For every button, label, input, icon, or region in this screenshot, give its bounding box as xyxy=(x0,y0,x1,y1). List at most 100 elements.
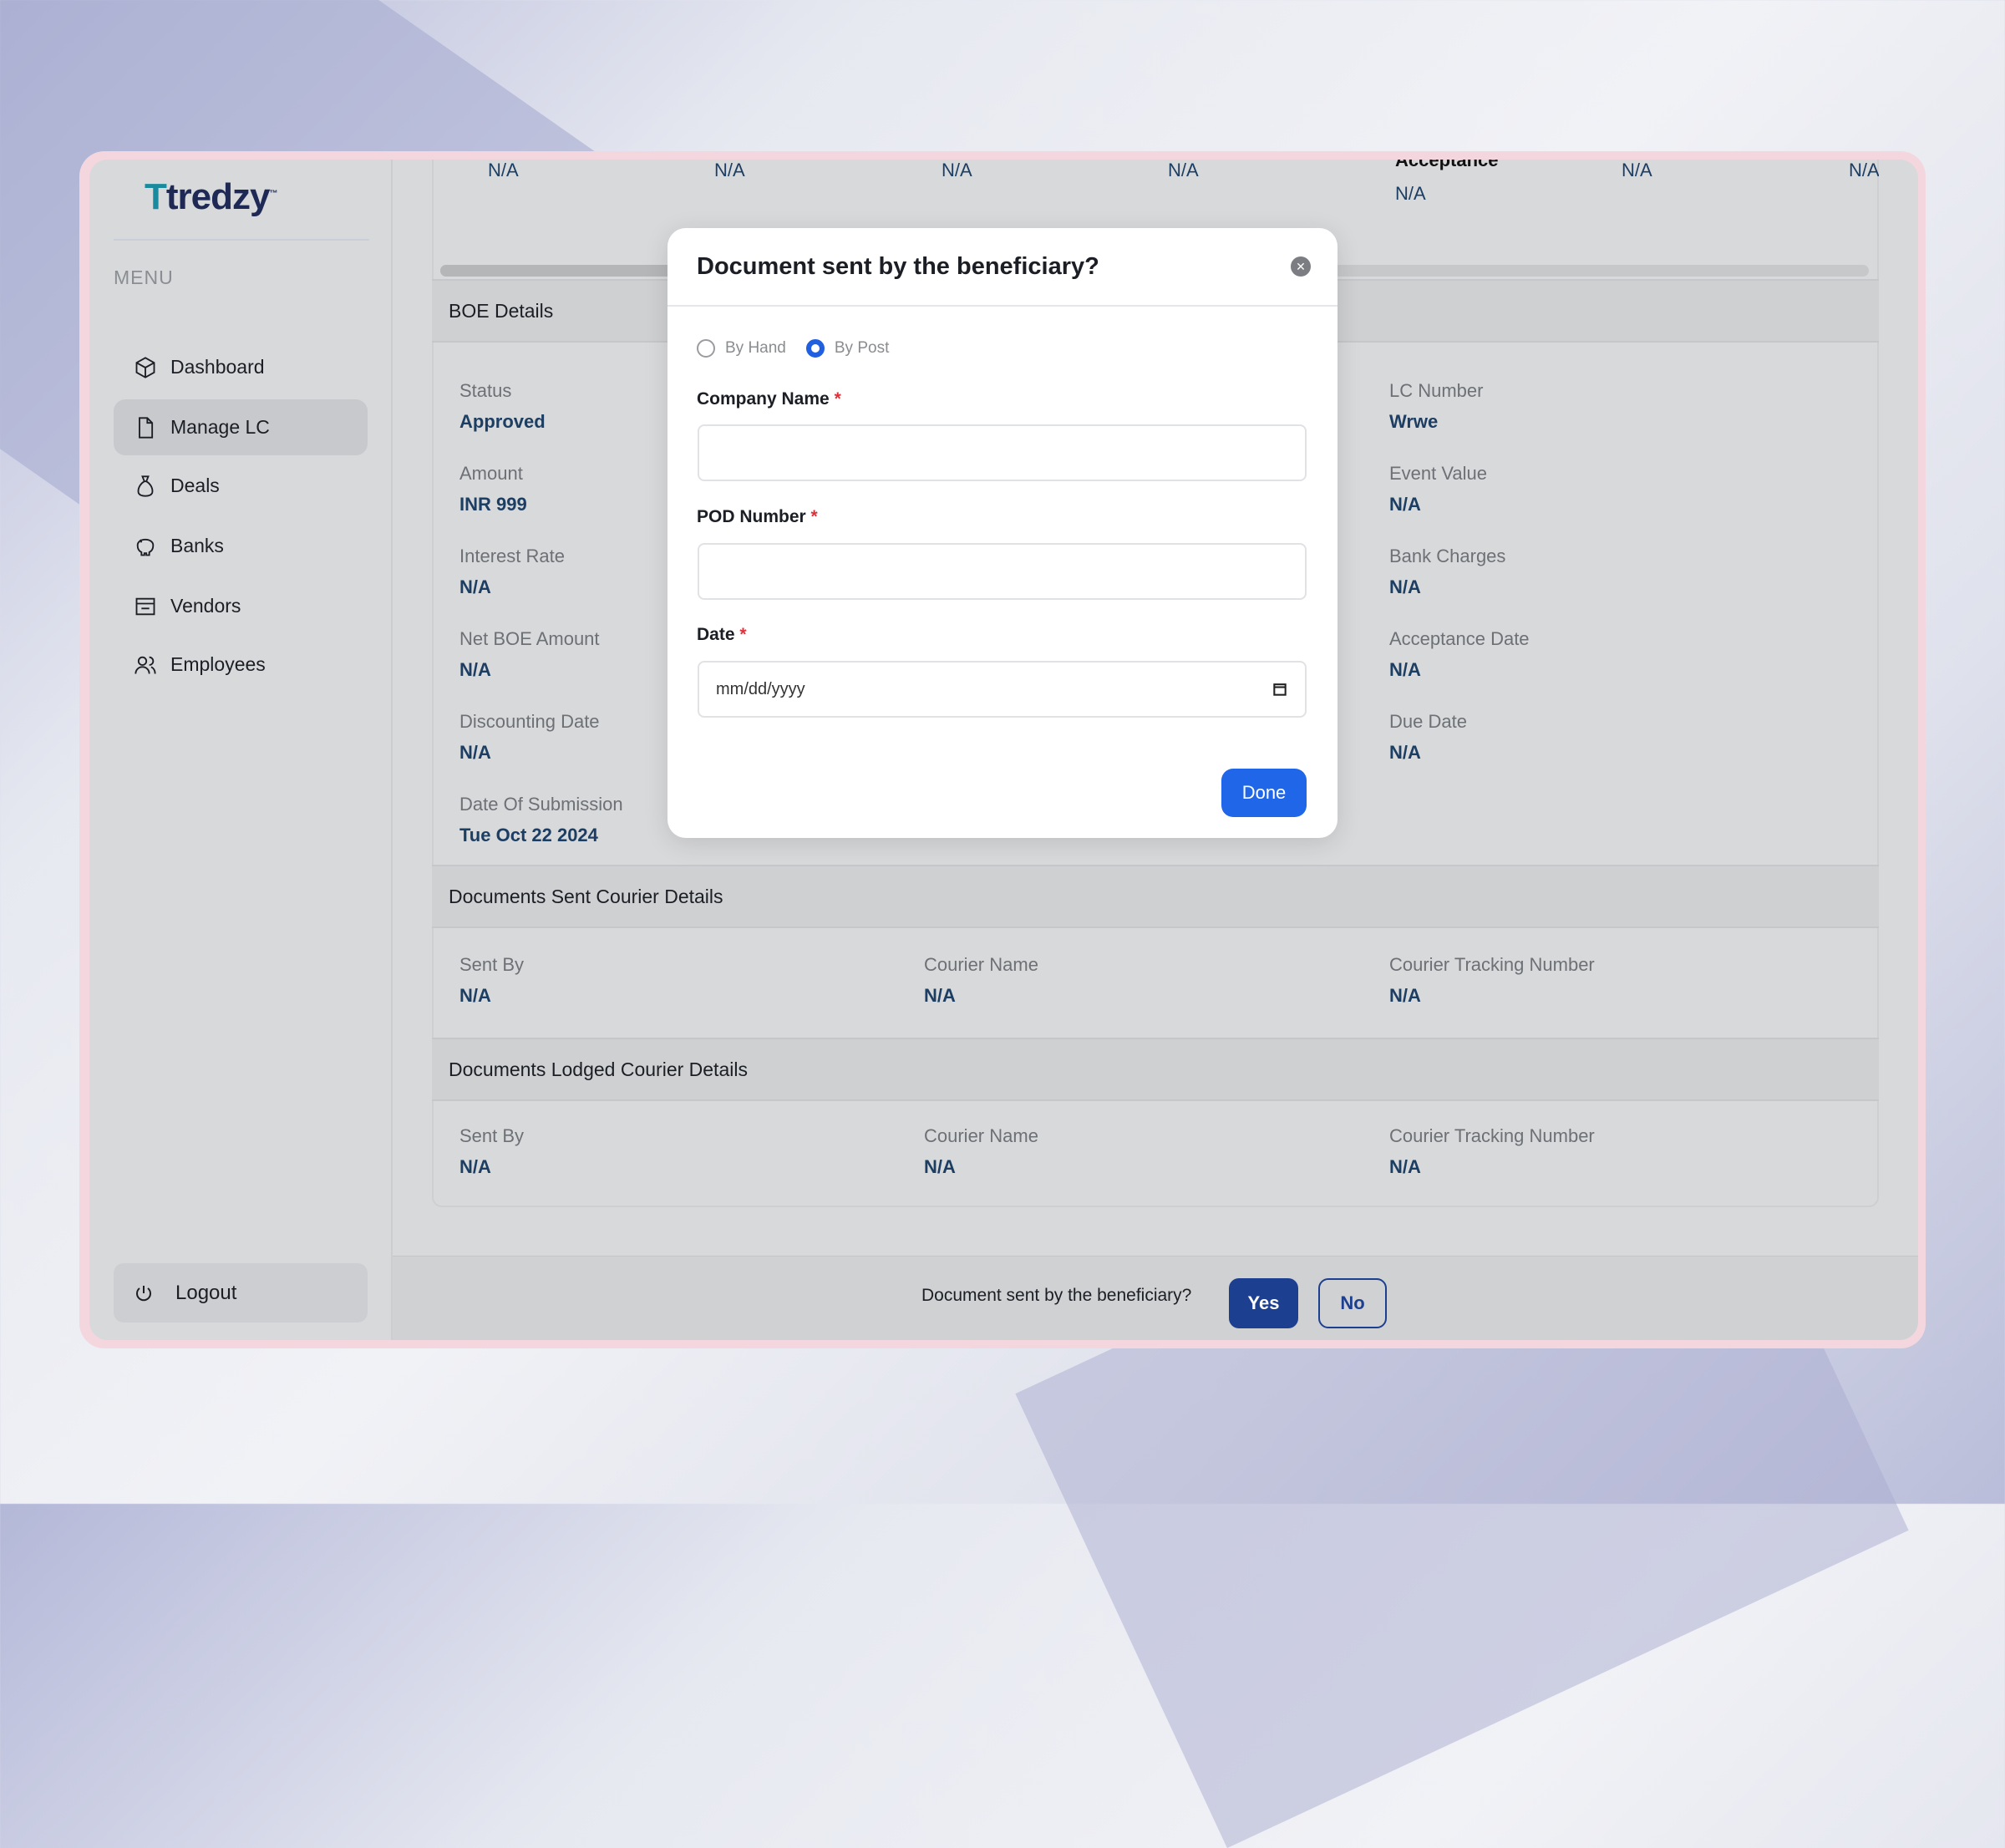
modal-header: Document sent by the beneficiary? ✕ xyxy=(667,228,1338,307)
modal-title: Document sent by the beneficiary? xyxy=(697,253,1099,280)
field-label: Due Date xyxy=(1389,711,1467,732)
field-value: N/A xyxy=(1389,742,1421,763)
sidebar-item-label: Vendors xyxy=(170,595,241,617)
radio-label: By Post xyxy=(834,339,890,357)
logo-text: tredzy xyxy=(165,176,271,217)
label-text: Date xyxy=(697,625,735,644)
top-value: N/A xyxy=(488,160,519,180)
sidebar: Ttredzy™ MENU Dashboard Manage LC Deals … xyxy=(89,160,393,1340)
footer-question: Document sent by the beneficiary? xyxy=(921,1286,1192,1305)
top-value: N/A xyxy=(942,160,972,180)
logout-label: Logout xyxy=(175,1281,237,1304)
calendar-icon[interactable] xyxy=(1272,681,1288,698)
yes-button[interactable]: Yes xyxy=(1229,1278,1298,1328)
radio-by-hand[interactable] xyxy=(697,339,715,358)
field-label: Status xyxy=(459,380,512,401)
sidebar-item-vendors[interactable]: Vendors xyxy=(114,578,368,634)
field-label: Courier Name xyxy=(924,1125,1038,1146)
field-value: N/A xyxy=(1389,985,1421,1006)
field-value: N/A xyxy=(459,985,491,1006)
piggy-bank-icon xyxy=(136,538,155,556)
top-value: N/A xyxy=(714,160,745,180)
field-value: N/A xyxy=(459,1156,491,1177)
field-value: N/A xyxy=(1389,576,1421,597)
acceptance-value: N/A xyxy=(1395,183,1426,204)
field-value: Wrwe xyxy=(1389,411,1439,432)
sidebar-item-deals[interactable]: Deals xyxy=(114,458,368,514)
field-value: Approved xyxy=(459,411,546,432)
done-button[interactable]: Done xyxy=(1221,769,1307,817)
label-text: POD Number xyxy=(697,507,806,526)
date-label: Date * xyxy=(697,625,747,645)
field-label: Net BOE Amount xyxy=(459,628,600,649)
power-icon xyxy=(136,1285,151,1301)
sidebar-item-manage-lc[interactable]: Manage LC xyxy=(114,399,368,455)
field-value: N/A xyxy=(459,742,491,763)
sidebar-item-label: Deals xyxy=(170,475,220,496)
trademark: ™ xyxy=(269,189,277,199)
date-placeholder: mm/dd/yyyy xyxy=(716,679,805,698)
field-label: LC Number xyxy=(1389,380,1484,401)
radio-label: By Hand xyxy=(725,339,786,357)
field-label: Amount xyxy=(459,463,523,484)
field-value: N/A xyxy=(459,659,491,680)
field-label: Bank Charges xyxy=(1389,546,1506,566)
field-value: N/A xyxy=(1389,659,1421,680)
sidebar-item-employees[interactable]: Employees xyxy=(114,637,368,693)
top-value: N/A xyxy=(1622,160,1652,180)
money-bag-icon xyxy=(137,475,154,497)
field-value: Tue Oct 22 2024 xyxy=(459,825,598,845)
sidebar-item-label: Dashboard xyxy=(170,356,265,378)
divider xyxy=(114,239,369,241)
store-icon xyxy=(135,597,155,615)
sent-courier-header: Documents Sent Courier Details xyxy=(432,865,1879,928)
field-label: Sent By xyxy=(459,954,525,975)
date-input[interactable]: mm/dd/yyyy xyxy=(698,661,1307,718)
required-marker: * xyxy=(739,625,747,644)
pod-number-input[interactable] xyxy=(698,543,1307,600)
field-value: N/A xyxy=(1389,1156,1421,1177)
tredzy-logo[interactable]: Ttredzy™ xyxy=(145,176,277,217)
document-icon xyxy=(139,416,154,439)
field-value: N/A xyxy=(1389,494,1421,515)
field-label: Courier Name xyxy=(924,954,1038,975)
sidebar-item-label: Employees xyxy=(170,653,266,675)
pod-number-label: POD Number * xyxy=(697,507,818,527)
sidebar-item-banks[interactable]: Banks xyxy=(114,518,368,574)
radio-by-post[interactable] xyxy=(805,339,825,358)
top-value: N/A xyxy=(1849,160,1879,180)
field-value: N/A xyxy=(924,985,956,1006)
sidebar-item-dashboard[interactable]: Dashboard xyxy=(114,339,368,395)
lc-details-card xyxy=(432,160,1879,1207)
acceptance-label: Acceptance xyxy=(1395,160,1499,170)
delivery-method-radio-group: By Hand By Post xyxy=(697,339,889,358)
scrollbar-thumb[interactable] xyxy=(440,265,691,277)
top-value: N/A xyxy=(1168,160,1199,180)
company-name-label: Company Name * xyxy=(697,389,841,409)
cube-icon xyxy=(135,356,155,378)
document-sent-modal: Document sent by the beneficiary? ✕ By H… xyxy=(667,228,1338,838)
field-value: N/A xyxy=(459,576,491,597)
field-label: Courier Tracking Number xyxy=(1389,1125,1595,1146)
close-icon[interactable]: ✕ xyxy=(1291,256,1311,277)
field-value: N/A xyxy=(924,1156,956,1177)
field-label: Courier Tracking Number xyxy=(1389,954,1595,975)
menu-label: MENU xyxy=(114,267,174,288)
field-label: Date Of Submission xyxy=(459,794,623,815)
field-value: INR 999 xyxy=(459,494,527,515)
no-button[interactable]: No xyxy=(1318,1278,1387,1328)
field-label: Discounting Date xyxy=(459,711,600,732)
field-label: Sent By xyxy=(459,1125,525,1146)
required-marker: * xyxy=(834,389,841,409)
sidebar-item-label: Banks xyxy=(170,535,224,556)
footer-bar: Document sent by the beneficiary? Yes No xyxy=(393,1256,1918,1340)
company-name-input[interactable] xyxy=(698,424,1307,481)
lodged-courier-header: Documents Lodged Courier Details xyxy=(432,1038,1879,1101)
field-label: Interest Rate xyxy=(459,546,565,566)
label-text: Company Name xyxy=(697,389,830,409)
field-label: Event Value xyxy=(1389,463,1488,484)
logout-button[interactable]: Logout xyxy=(114,1263,368,1323)
required-marker: * xyxy=(810,507,818,526)
users-icon xyxy=(135,656,156,674)
field-label: Acceptance Date xyxy=(1389,628,1530,649)
